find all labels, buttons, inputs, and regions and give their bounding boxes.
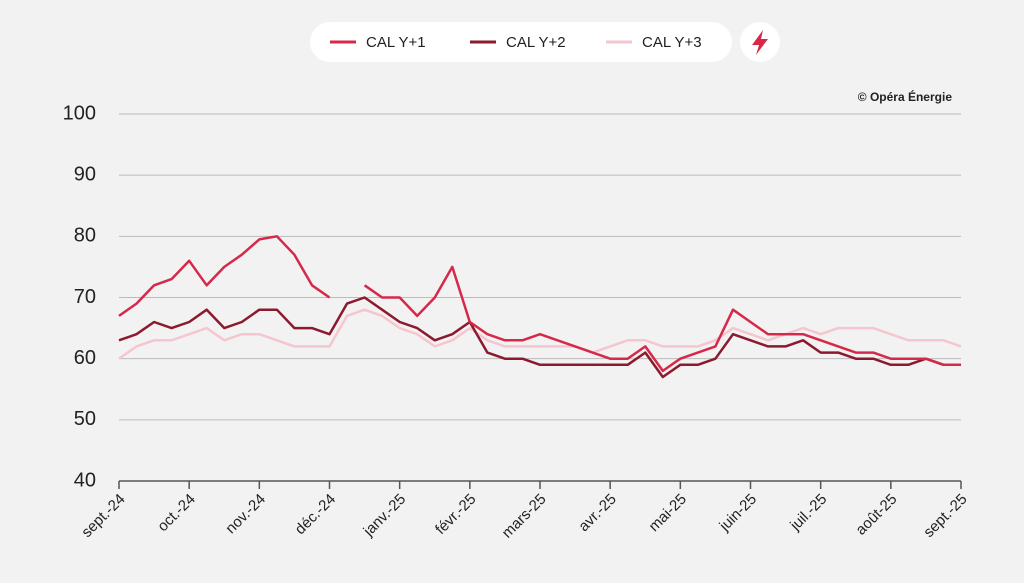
x-tick-label: avr.-25 [575, 491, 619, 535]
x-tick-label: oct.-24 [154, 491, 198, 535]
x-tick-label: mars-25 [499, 491, 550, 542]
line-series [118, 235, 961, 373]
x-tick-label: juin-25 [716, 491, 761, 536]
x-tick-label: août-25 [852, 491, 900, 539]
line-series [118, 308, 962, 360]
legend-label[interactable]: CAL Y+3 [642, 34, 702, 51]
x-tick-label: juil.-25 [786, 491, 830, 535]
legend-box [310, 22, 732, 62]
credit: © Opéra Énergie [858, 89, 953, 104]
x-tick-label: sept.-24 [78, 491, 128, 541]
y-tick-label: 50 [74, 408, 96, 430]
y-tick-label: 60 [74, 347, 96, 369]
x-tick-label: janv.-25 [360, 491, 410, 541]
x-tick-label: nov.-24 [222, 491, 269, 538]
x-tick-label: févr.-25 [432, 491, 479, 538]
y-tick-label: 70 [74, 286, 96, 308]
y-tick-label: 80 [74, 225, 96, 247]
line-series [118, 296, 961, 379]
x-tick-label: sept.-25 [920, 491, 970, 541]
legend-label[interactable]: CAL Y+1 [366, 34, 426, 51]
y-tick-label: 90 [74, 163, 96, 185]
legend-label[interactable]: CAL Y+2 [506, 34, 566, 51]
y-tick-label: 40 [74, 469, 96, 491]
energy-icon [752, 30, 768, 55]
x-tick-label: déc.-24 [292, 491, 339, 538]
x-tick-label: mai-25 [646, 491, 690, 535]
y-tick-label: 100 [63, 102, 96, 124]
